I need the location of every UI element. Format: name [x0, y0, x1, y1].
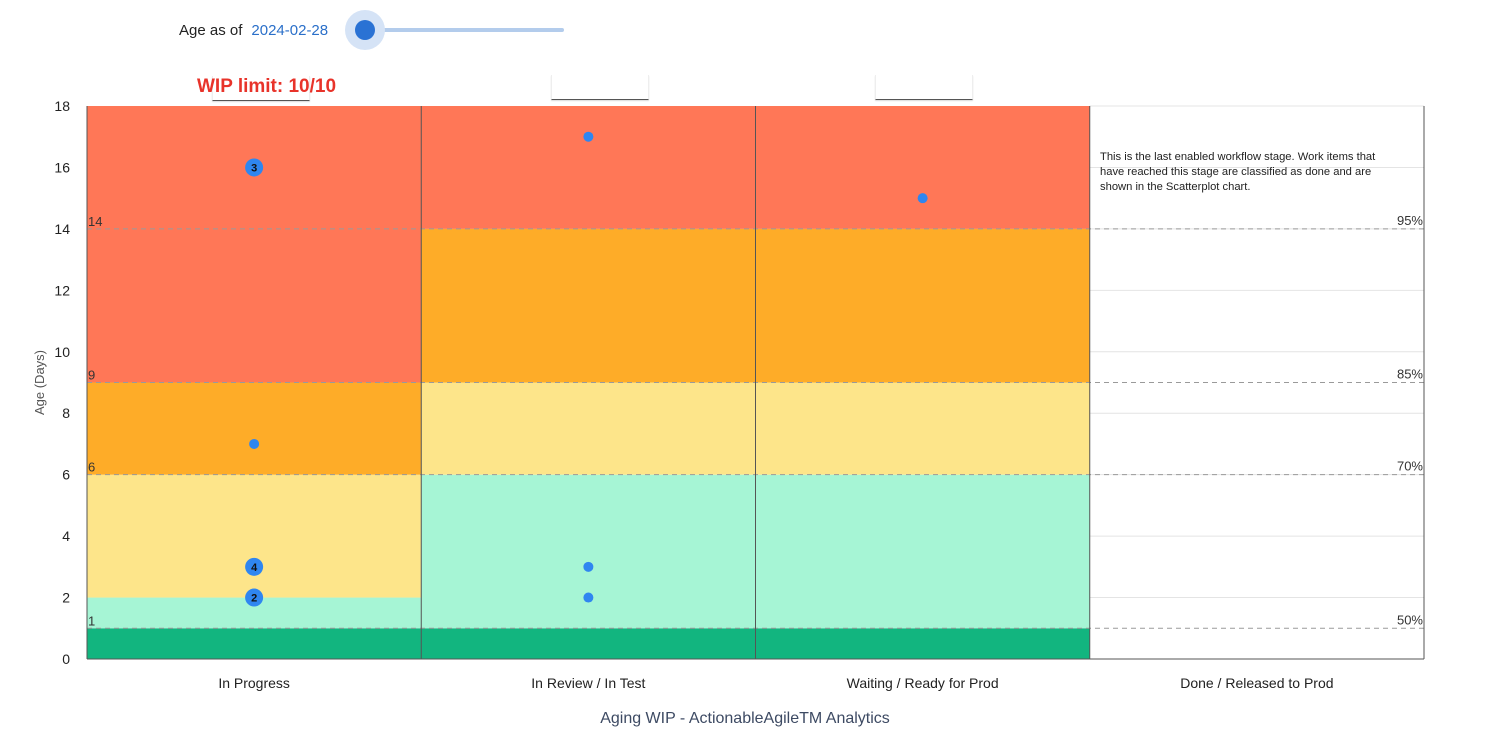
age-band — [87, 474, 422, 598]
percentile-label: 95% — [1397, 213, 1423, 228]
age-band — [421, 474, 756, 629]
threshold-label: 6 — [88, 460, 95, 475]
age-as-of-label: Age as of — [179, 21, 243, 39]
y-tick-label: 0 — [62, 651, 70, 667]
work-item-cluster — [245, 557, 264, 576]
age-band — [421, 106, 756, 229]
work-item-cluster — [245, 158, 264, 177]
age-as-of-date[interactable]: 2024-02-28 — [251, 21, 329, 39]
threshold-label: 14 — [88, 214, 102, 229]
age-slider-thumb[interactable] — [355, 20, 375, 40]
percentile-label: 85% — [1397, 367, 1423, 382]
percentile-label: 50% — [1397, 612, 1423, 627]
age-band — [755, 628, 1090, 659]
y-tick-label: 16 — [54, 159, 70, 175]
threshold-label: 9 — [88, 368, 95, 383]
x-tick-label: Waiting / Ready for Prod — [847, 675, 999, 691]
age-band — [87, 106, 422, 383]
wip-limit-label: WIP limit: 10/10 — [197, 76, 337, 97]
age-band — [755, 382, 1090, 475]
work-item-dot — [583, 131, 594, 142]
cluster-count: 3 — [251, 162, 257, 174]
percentile-label: 70% — [1397, 459, 1423, 474]
age-band — [421, 228, 756, 383]
work-item-cluster — [245, 588, 264, 607]
wip-limit-box-waiting[interactable] — [875, 75, 973, 100]
y-axis-label: Age (Days) — [32, 350, 47, 415]
y-tick-label: 10 — [54, 344, 70, 360]
age-band — [87, 628, 422, 659]
cluster-count: 2 — [251, 593, 257, 605]
threshold-label: 1 — [88, 613, 95, 628]
work-item-dot — [917, 193, 928, 204]
age-band — [87, 382, 422, 475]
y-tick-label: 12 — [54, 282, 70, 298]
age-band — [755, 228, 1090, 383]
x-tick-label: In Progress — [218, 675, 290, 691]
age-band — [755, 106, 1090, 229]
wip-limit-box-in-review[interactable] — [551, 75, 649, 100]
y-tick-label: 4 — [62, 528, 70, 544]
age-slider-track[interactable] — [352, 28, 564, 32]
age-as-of-control: Age as of 2024-02-28 — [179, 18, 328, 42]
work-item-dot — [583, 561, 594, 572]
cluster-count: 4 — [251, 562, 258, 574]
age-band — [755, 474, 1090, 629]
work-item-dot — [583, 592, 594, 603]
y-tick-label: 8 — [62, 405, 70, 421]
y-tick-label: 2 — [62, 590, 70, 606]
age-band — [421, 382, 756, 475]
y-tick-label: 18 — [54, 98, 70, 114]
age-band — [421, 628, 756, 659]
y-tick-label: 14 — [54, 221, 70, 237]
x-tick-label: In Review / In Test — [531, 675, 645, 691]
y-tick-label: 6 — [62, 467, 70, 483]
work-item-dot — [249, 438, 260, 449]
wip-limit-box-in-progress[interactable] — [212, 76, 310, 101]
done-stage-note: This is the last enabled workflow stage.… — [1100, 151, 1376, 193]
chart-title: Aging WIP - ActionableAgileTM Analytics — [600, 710, 890, 727]
x-tick-label: Done / Released to Prod — [1180, 675, 1333, 691]
